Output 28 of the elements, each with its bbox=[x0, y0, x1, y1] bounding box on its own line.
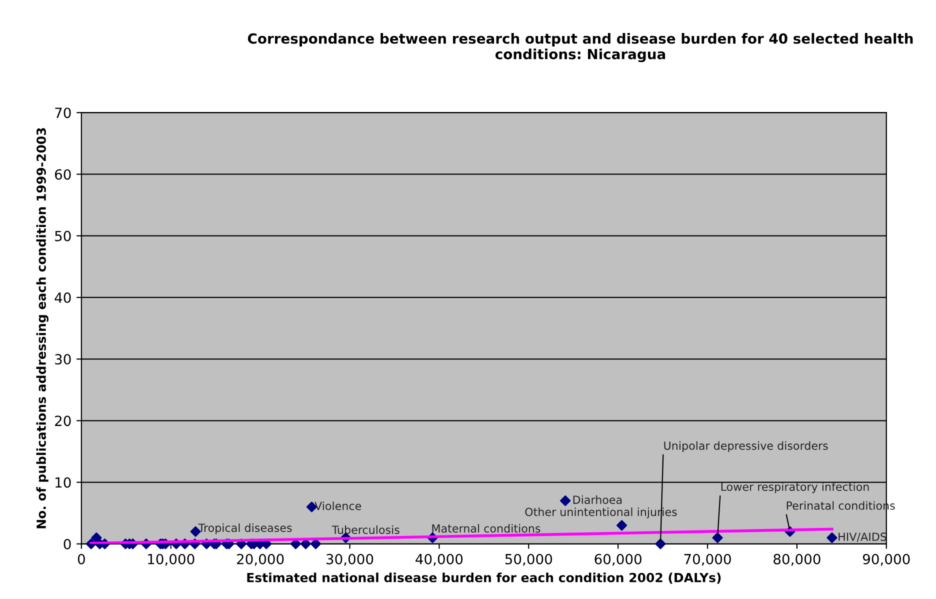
annotation: Tuberculosis bbox=[332, 525, 400, 534]
x-tick-label: 80,000 bbox=[774, 554, 820, 566]
x-tick-label: 40,000 bbox=[416, 554, 463, 566]
y-tick-label: 20 bbox=[55, 416, 71, 426]
y-tick-label: 30 bbox=[55, 354, 71, 365]
annotation: Diarhoea bbox=[573, 495, 622, 504]
x-tick-label: 50,000 bbox=[505, 554, 552, 566]
y-tick-label: 70 bbox=[55, 108, 71, 118]
y-tick-label: 10 bbox=[56, 477, 71, 488]
chart-title: Correspondance between research output and disease burden for 40 selected health conditions: Nicaragua bbox=[248, 33, 913, 62]
annotation: Violence bbox=[314, 502, 362, 510]
x-tick-label: 20,000 bbox=[237, 554, 284, 566]
x-tick-label: 90,000 bbox=[862, 554, 910, 566]
y-tick-label: 0 bbox=[64, 538, 71, 550]
y-tick-label: 40 bbox=[54, 292, 71, 303]
annotation: Tropical diseases bbox=[198, 523, 292, 534]
x-tick-label: 10,000 bbox=[148, 554, 194, 566]
x-tick-label: 60,000 bbox=[594, 554, 642, 566]
annotation: Maternal conditions bbox=[432, 524, 540, 533]
x-axis-title: Estimated national disease burden for each condition 2002 (DALYs) bbox=[247, 572, 721, 584]
y-tick-label: 60 bbox=[55, 169, 71, 180]
y-axis-title: No. of publications addressing each condition 1999-2003 bbox=[36, 128, 48, 528]
y-tick-label: 50 bbox=[55, 230, 71, 242]
x-tick-label: 0 bbox=[78, 554, 85, 564]
annotation: Unipolar depressive disorders bbox=[664, 441, 828, 452]
x-tick-label: 70,000 bbox=[684, 554, 731, 566]
annotation: Lower respiratory infection bbox=[721, 482, 869, 494]
x-tick-label: 30,000 bbox=[326, 554, 374, 566]
